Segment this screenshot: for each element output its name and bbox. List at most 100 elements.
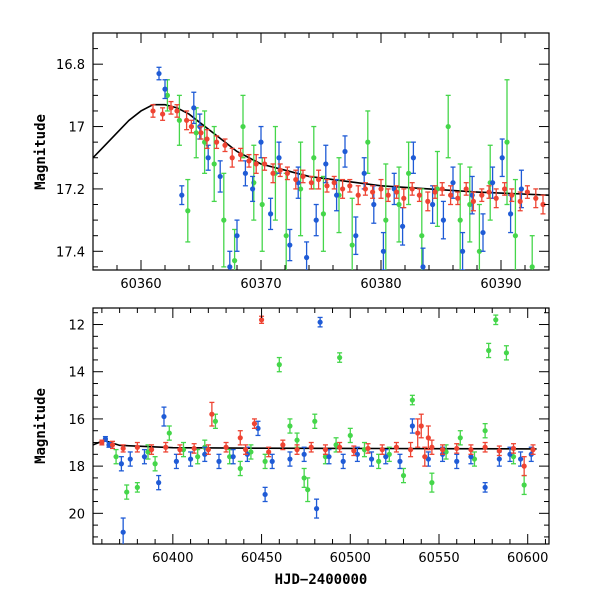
red-data-point — [237, 435, 243, 441]
red-data-point — [148, 447, 155, 453]
red-data-point — [251, 421, 258, 427]
red-data-point — [270, 170, 276, 176]
x-tick-label: 60360 — [120, 277, 161, 292]
x-tick-label: 60600 — [507, 551, 548, 566]
green-data-point — [221, 217, 227, 223]
red-data-point — [521, 463, 527, 469]
red-data-point — [533, 195, 539, 201]
blue-data-point — [460, 248, 466, 254]
blue-data-point — [317, 319, 323, 325]
red-data-point — [401, 195, 407, 201]
red-data-point — [163, 444, 169, 450]
red-data-point — [425, 435, 431, 441]
blue-data-point — [262, 491, 268, 498]
red-data-point — [347, 183, 353, 189]
green-data-point — [486, 347, 492, 354]
red-data-point — [280, 442, 286, 448]
red-data-point — [524, 189, 531, 195]
red-data-point — [463, 186, 469, 192]
red-data-point — [120, 445, 126, 452]
red-data-point — [150, 108, 156, 114]
blue-data-point — [496, 456, 502, 462]
blue-data-point — [276, 155, 282, 161]
blue-data-point — [304, 254, 310, 261]
blue-data-point — [301, 451, 307, 457]
red-data-point — [258, 317, 265, 323]
red-data-point — [432, 189, 438, 195]
green-data-point — [311, 155, 317, 161]
blue-data-point — [490, 180, 496, 186]
green-data-point — [493, 317, 499, 323]
red-data-point — [540, 201, 546, 208]
green-data-point — [276, 362, 282, 368]
top-panel-ylabel: Magnitude — [33, 114, 49, 190]
red-data-point — [362, 186, 368, 192]
bottom-panel-ylabel: Magnitude — [33, 388, 49, 464]
blue-data-point — [480, 229, 486, 236]
red-data-point — [331, 180, 337, 186]
blue-data-point — [120, 529, 126, 535]
red-data-point — [222, 142, 228, 148]
green-data-point — [457, 217, 463, 223]
red-data-point — [300, 173, 306, 180]
red-data-point — [99, 439, 105, 446]
green-data-point — [164, 92, 170, 98]
red-data-point — [160, 111, 166, 117]
green-data-point — [365, 139, 371, 145]
y-tick-label: 14 — [68, 366, 85, 381]
red-data-point — [510, 445, 517, 452]
green-data-point — [283, 233, 289, 239]
x-tick-label: 60550 — [418, 551, 459, 566]
green-data-point — [429, 480, 435, 486]
red-data-point — [530, 447, 536, 453]
red-data-point — [294, 447, 300, 453]
green-data-point — [383, 217, 389, 223]
y-tick-label: 17.4 — [56, 245, 85, 260]
red-data-point — [184, 117, 190, 123]
green-data-point — [400, 472, 407, 479]
blue-data-point — [162, 86, 168, 92]
green-data-point — [294, 437, 300, 443]
red-data-point — [479, 192, 485, 198]
red-data-point — [340, 186, 346, 192]
blue-data-point — [334, 192, 340, 198]
green-data-point — [503, 350, 510, 356]
red-data-point — [324, 183, 330, 189]
red-data-point — [205, 447, 211, 453]
blue-data-point — [353, 233, 359, 239]
red-data-point — [482, 444, 488, 450]
red-data-point — [416, 192, 422, 198]
red-data-point — [429, 444, 435, 450]
green-data-point — [166, 430, 172, 436]
red-data-point — [246, 158, 252, 164]
red-data-point — [394, 189, 400, 195]
red-data-point — [496, 448, 502, 454]
green-data-point — [457, 435, 463, 441]
green-data-point — [504, 139, 510, 145]
red-data-point — [316, 176, 322, 183]
blue-data-point — [454, 458, 460, 464]
red-data-point — [393, 444, 400, 450]
red-data-point — [370, 189, 376, 195]
red-data-point — [308, 180, 314, 186]
y-tick-label: 17 — [68, 121, 85, 136]
red-data-point — [378, 186, 384, 192]
red-data-point — [293, 176, 299, 183]
red-data-point — [109, 442, 116, 448]
red-data-point — [439, 447, 446, 453]
green-data-point — [113, 454, 119, 460]
green-data-point — [396, 201, 402, 208]
blue-data-point — [342, 148, 348, 155]
blue-data-point — [258, 139, 264, 145]
green-data-point — [349, 242, 355, 248]
green-data-point — [320, 211, 326, 217]
blue-data-point — [227, 264, 233, 270]
red-data-point — [448, 192, 454, 198]
red-data-point — [191, 445, 197, 452]
blue-data-point — [430, 201, 436, 208]
red-data-point — [284, 170, 290, 176]
green-data-point — [237, 465, 243, 472]
y-tick-label: 18 — [68, 460, 85, 475]
